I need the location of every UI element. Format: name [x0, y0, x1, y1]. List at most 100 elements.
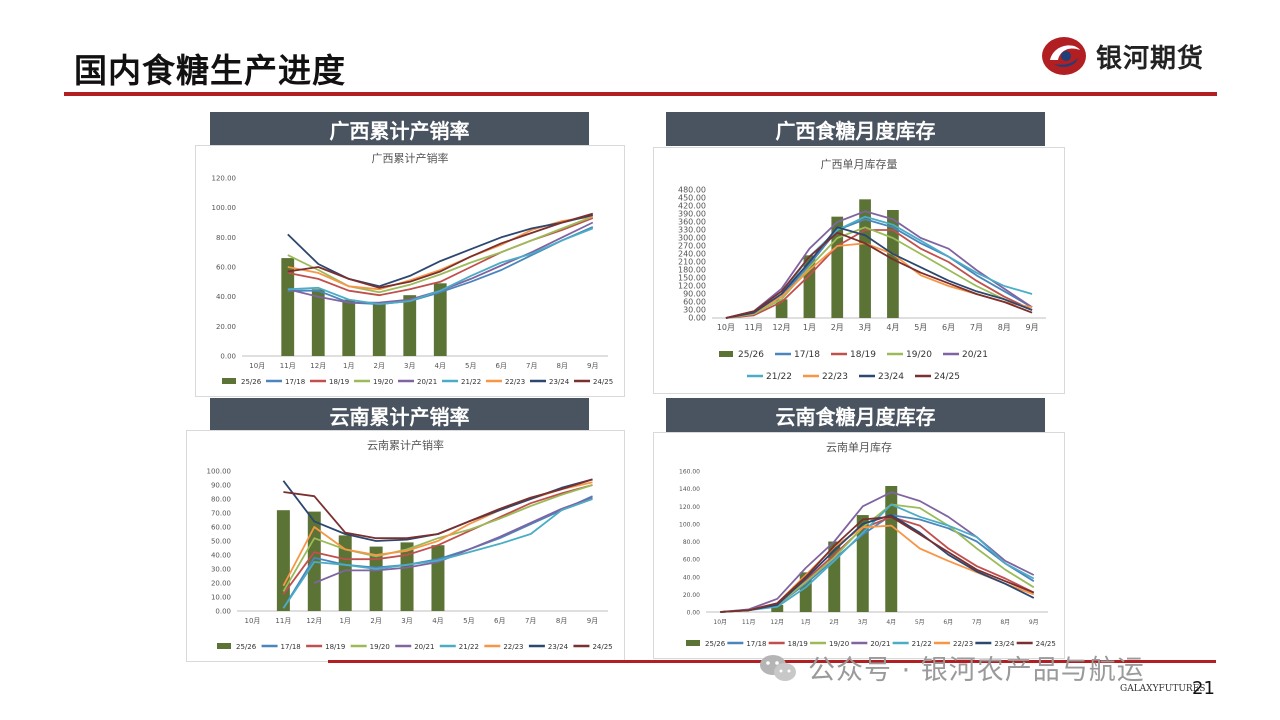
brand-logo: 银河期货 [1040, 34, 1204, 78]
x-tick-label: 7月 [526, 362, 537, 370]
legend-label: 24/25 [934, 372, 960, 382]
legend-label: 17/18 [794, 350, 820, 360]
line-23/24 [725, 226, 1033, 319]
legend-label: 20/21 [417, 378, 437, 386]
bar-25/26 [369, 546, 383, 611]
x-tick-label: 8月 [998, 323, 1011, 332]
line-20/21 [725, 210, 1033, 319]
legend-label: 23/24 [549, 378, 570, 386]
bar-25/26 [887, 210, 899, 318]
x-tick-label: 10月 [717, 323, 735, 332]
line-20/21 [720, 491, 1035, 613]
legend-label: 19/20 [370, 643, 390, 651]
y-tick-label: 20.00 [216, 323, 236, 331]
y-tick-label: 90.00 [683, 290, 706, 299]
x-tick-label: 1月 [343, 362, 354, 370]
chart-svg: 云南累计产销率 0.00 10.00 20.00 30.00 40.00 50.00 60.0… [207, 438, 613, 651]
legend-label: 25/26 [241, 378, 262, 386]
line-19/20 [725, 226, 1033, 319]
x-tick-label: 7月 [525, 617, 536, 625]
x-tick-label: 6月 [943, 619, 953, 626]
chart-svg: 云南单月库存 0.00 20.00 40.00 60.00 80.00 100.00 120.… [679, 440, 1056, 648]
y-tick-label: 100.00 [679, 521, 700, 528]
legend-label: 18/19 [850, 350, 876, 360]
y-tick-label: 60.00 [211, 524, 231, 532]
chart-title: 云南累计产销率 [367, 438, 444, 452]
line-24/25 [725, 231, 1033, 319]
x-tick-label: 3月 [859, 323, 872, 332]
legend-label: 19/20 [906, 350, 932, 360]
bar-25/26 [771, 604, 784, 612]
x-tick-label: 11月 [280, 362, 296, 370]
x-tick-label: 3月 [404, 362, 415, 370]
legend-label: 21/22 [459, 643, 479, 651]
legend-label: 24/25 [592, 643, 612, 651]
x-tick-label: 5月 [465, 362, 476, 370]
line-22/23 [720, 524, 1035, 613]
y-tick-label: 50.00 [211, 538, 231, 546]
legend-label: 20/21 [962, 350, 988, 360]
y-tick-label: 0.00 [688, 314, 706, 323]
y-tick-label: 140.00 [679, 486, 700, 493]
y-tick-label: 80.00 [211, 496, 231, 504]
y-tick-label: 10.00 [211, 594, 231, 602]
watermark: 公众号 · 银河农产品与航运 [758, 648, 1145, 687]
x-tick-label: 12月 [770, 619, 784, 626]
bar-25/26 [372, 304, 386, 356]
y-tick-label: 300.00 [678, 234, 706, 243]
y-tick-label: 30.00 [683, 306, 706, 315]
x-tick-label: 6月 [494, 617, 505, 625]
panel-header-guangxi-stock: 广西食糖月度库存 [666, 112, 1045, 146]
bar-25/26 [856, 515, 869, 612]
x-tick-label: 11月 [745, 323, 763, 332]
x-tick-label: 8月 [556, 617, 567, 625]
footer-brand: GALAXYFUTURES [1120, 684, 1206, 694]
y-tick-label: 330.00 [678, 226, 706, 235]
x-tick-label: 4月 [886, 323, 899, 332]
x-tick-label: 7月 [972, 619, 982, 626]
legend-label: 20/21 [414, 643, 434, 651]
y-tick-label: 390.00 [678, 210, 706, 219]
y-tick-label: 240.00 [678, 250, 706, 259]
wechat-icon [760, 654, 796, 681]
x-tick-label: 12月 [306, 617, 322, 625]
x-tick-label: 4月 [435, 362, 446, 370]
bar-25/26 [276, 510, 290, 611]
bar-25/26 [831, 216, 844, 318]
bar-25/26 [885, 485, 898, 612]
chart-svg: 广西单月库存量0.0030.0060.0090.00120.00150.0018… [678, 157, 1046, 382]
legend-swatch [217, 643, 231, 649]
y-tick-label: 60.00 [683, 298, 706, 307]
legend-label: 25/26 [236, 643, 257, 651]
y-tick-label: 360.00 [678, 218, 706, 227]
bar-25/26 [433, 283, 447, 356]
y-tick-label: 270.00 [678, 242, 706, 251]
y-tick-label: 60.00 [216, 264, 236, 272]
panel-header-yunnan-rate: 云南累计产销率 [210, 398, 589, 432]
legend-label: 23/24 [548, 643, 569, 651]
y-tick-label: 180.00 [678, 266, 706, 275]
x-tick-label: 9月 [587, 362, 598, 370]
bar-25/26 [281, 258, 295, 356]
legend-swatch [719, 351, 733, 357]
y-tick-label: 160.00 [679, 469, 700, 476]
bar-25/26 [403, 295, 417, 356]
line-18/19 [282, 484, 593, 595]
legend-label: 21/22 [766, 372, 792, 382]
line-18/19 [725, 229, 1033, 319]
bar-25/26 [775, 299, 788, 318]
x-tick-label: 2月 [829, 619, 839, 626]
x-tick-label: 7月 [970, 323, 983, 332]
x-tick-label: 1月 [801, 619, 811, 626]
y-tick-label: 80.00 [683, 539, 700, 546]
line-21/22 [720, 503, 1035, 613]
x-tick-label: 2月 [831, 323, 844, 332]
y-tick-label: 480.00 [678, 186, 706, 195]
line-21/22 [287, 227, 594, 305]
panel-header-yunnan-stock: 云南食糖月度库存 [666, 398, 1045, 432]
y-tick-label: 30.00 [211, 566, 231, 574]
x-tick-label: 9月 [1026, 323, 1039, 332]
legend-label: 22/23 [822, 372, 848, 382]
legend-label: 18/19 [325, 643, 345, 651]
legend-label: 25/26 [705, 640, 726, 648]
